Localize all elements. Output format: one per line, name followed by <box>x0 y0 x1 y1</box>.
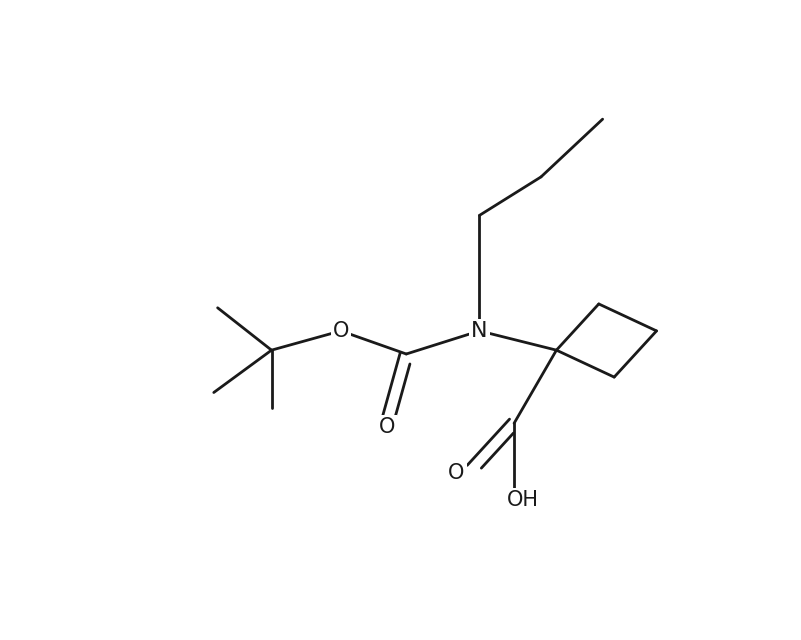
Text: N: N <box>471 321 488 341</box>
Text: O: O <box>448 463 465 483</box>
Text: OH: OH <box>507 490 539 510</box>
Text: O: O <box>379 417 395 437</box>
Text: O: O <box>332 321 349 341</box>
